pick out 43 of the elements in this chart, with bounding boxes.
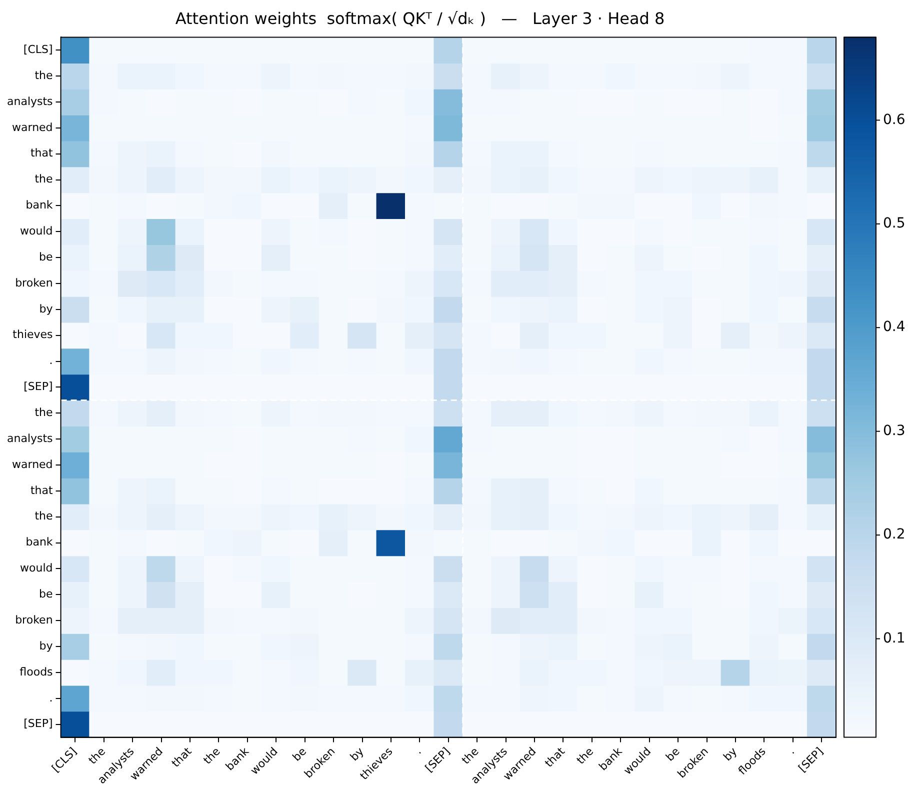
color-bar-label: 0.3 (883, 422, 906, 439)
y-tick-label: bank (26, 536, 54, 549)
y-tick-label: by (39, 302, 54, 316)
y-tick-label: floods (20, 665, 54, 678)
y-tick-label: [SEP] (24, 717, 53, 730)
x-tick-label: that (542, 744, 568, 770)
x-tick-label: the (200, 744, 224, 767)
y-tick-label: the (34, 406, 54, 420)
y-tick-label: [CLS] (23, 43, 53, 56)
x-tick-label: be (290, 744, 310, 764)
y-tick-label: . (49, 691, 53, 704)
y-tick-label: bank (26, 198, 54, 212)
color-bar-label: 0.5 (883, 216, 906, 232)
y-tick-label: thieves (12, 328, 54, 342)
color-bar-label: 0.1 (883, 630, 906, 646)
x-tick-label: that (169, 744, 195, 770)
x-tick-label: . (785, 744, 798, 757)
y-tick-label: by (39, 639, 54, 652)
y-tick-label: the (34, 68, 54, 82)
color-bar-label: 0.2 (883, 526, 906, 543)
y-tick-label: warned (12, 458, 53, 471)
y-tick-label: analysts (6, 432, 54, 445)
y-tick-label: analysts (6, 94, 54, 108)
y-tick-label: the (34, 172, 54, 186)
x-tick-label: be (663, 744, 682, 764)
y-tick-label: would (20, 224, 53, 238)
x-tick-label: the (574, 744, 596, 767)
color-bar-label: 0.6 (883, 112, 906, 128)
y-tick-label: [SEP] (24, 380, 53, 394)
x-tick-label: . (412, 744, 424, 757)
y-tick-label: would (20, 562, 53, 575)
y-tick-label: . (49, 354, 53, 368)
x-tick-label: by (720, 744, 740, 764)
y-tick-label: be (39, 588, 54, 601)
y-tick-label: that (30, 146, 54, 160)
y-tick-label: that (30, 484, 54, 497)
y-tick-label: be (39, 250, 54, 264)
y-tick-label: broken (15, 276, 53, 290)
y-tick-label: warned (12, 120, 53, 134)
y-tick-label: broken (15, 613, 53, 626)
chart-title: Attention weights softmax( QKᵀ / √dₖ ) — Layer 3 · Head 8 (175, 8, 665, 28)
color-bar-label: 0.4 (883, 319, 906, 336)
y-tick-label: the (34, 510, 54, 523)
